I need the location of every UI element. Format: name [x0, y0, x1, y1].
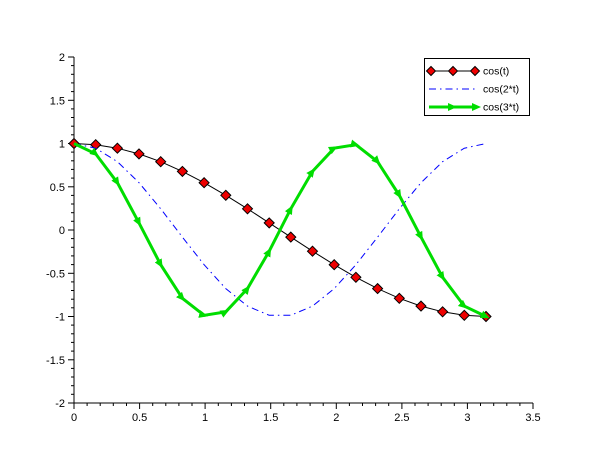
x-tick-label: 3: [464, 412, 470, 424]
y-tick-label: 2: [59, 52, 65, 64]
diamond-marker: [133, 148, 145, 160]
y-tick-label: -1: [55, 312, 65, 324]
diamond-marker: [241, 203, 254, 215]
y-tick-label: 1: [59, 139, 65, 151]
y-tick-label: -1.5: [46, 355, 65, 367]
diamond-marker: [458, 309, 471, 322]
legend-diamond-marker: [469, 65, 481, 77]
series-line-2: [73, 139, 490, 319]
diamond-marker: [350, 271, 362, 284]
diamond-marker: [198, 176, 210, 189]
y-tick-label: -2: [55, 398, 65, 410]
diamond-marker: [306, 245, 319, 257]
diamond-marker: [154, 155, 167, 168]
legend-diamond-marker: [447, 65, 459, 77]
legend-label-1: cos(2*t): [483, 84, 519, 96]
y-tick-label: -0.5: [46, 268, 65, 280]
diamond-marker: [263, 217, 275, 229]
diamond-marker: [220, 189, 232, 202]
legend-label-0: cos(t): [483, 66, 509, 78]
x-tick-label: 1: [202, 412, 208, 424]
x-tick-label: 3.5: [525, 412, 540, 424]
diamond-marker: [285, 231, 297, 243]
diamond-marker: [176, 165, 189, 178]
diamond-marker: [111, 142, 124, 154]
x-tick-label: 1.5: [263, 412, 278, 424]
diamond-marker: [371, 282, 384, 295]
x-tick-label: 2: [333, 412, 339, 424]
x-tick-label: 0.5: [132, 412, 147, 424]
legend-label-2: cos(3*t): [483, 102, 519, 114]
y-tick-label: 0: [59, 225, 65, 237]
diamond-marker: [415, 300, 427, 312]
diamond-marker: [328, 258, 340, 271]
diamond-marker: [436, 306, 449, 318]
x-tick-label: 0: [71, 412, 77, 424]
diamond-marker: [393, 292, 406, 305]
y-tick-label: 0.5: [50, 182, 65, 194]
y-tick-label: 1.5: [50, 95, 65, 107]
x-tick-label: 2.5: [394, 412, 409, 424]
legend-diamond-marker: [425, 65, 437, 77]
